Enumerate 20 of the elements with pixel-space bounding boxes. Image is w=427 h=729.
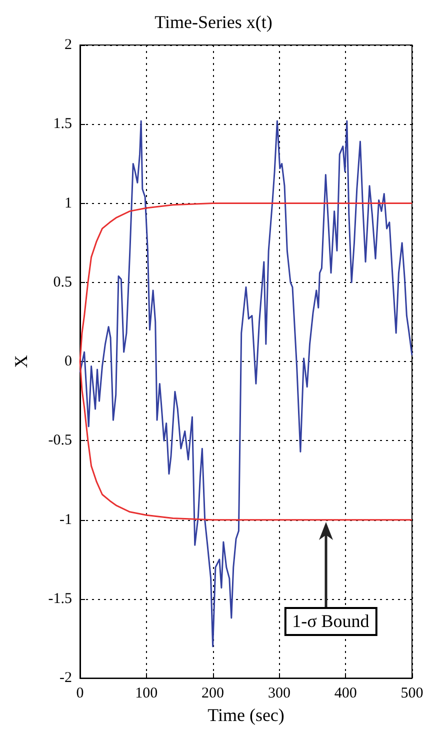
- x-tick-label: 500: [400, 686, 424, 702]
- y-tick-label: 0.5: [53, 274, 72, 290]
- y-tick-label: -1: [60, 512, 72, 528]
- y-tick-label: -0.5: [48, 432, 72, 449]
- y-axis-title: X: [11, 355, 31, 368]
- y-tick-label: 0: [64, 354, 72, 370]
- annotation: 1-σ Bound: [284, 606, 378, 636]
- x-tick-label: 400: [334, 686, 357, 702]
- line-series: [79, 120, 413, 648]
- x-tick-label: 0: [76, 686, 84, 702]
- y-tick-label: 2: [64, 37, 72, 53]
- y-tick-label: 1: [64, 195, 72, 212]
- x-tick-label: 200: [202, 686, 224, 702]
- y-tick-label: -2: [60, 670, 72, 686]
- y-tick-label: 1.5: [53, 116, 72, 132]
- x-tick-label: 300: [268, 686, 290, 702]
- y-tick-label: -1.5: [48, 590, 72, 607]
- x-tick-label: 100: [135, 686, 158, 702]
- chart-title: Time-Series x(t): [154, 12, 272, 32]
- x-axis-title: Time (sec): [208, 705, 284, 725]
